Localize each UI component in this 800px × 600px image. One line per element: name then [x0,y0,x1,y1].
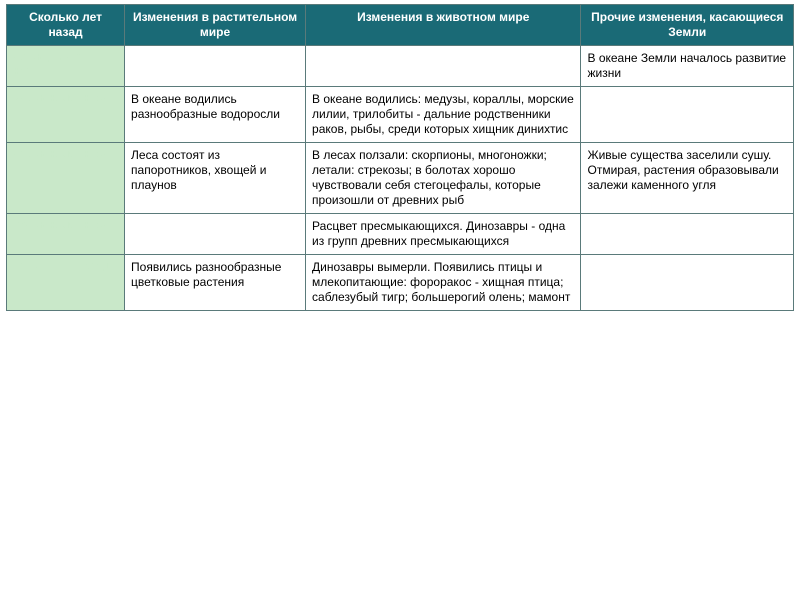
header-time: Сколько лет назад [7,5,125,46]
cell-animal: В океане водились: медузы, кораллы, морс… [306,87,581,143]
cell-plant [125,46,306,87]
cell-plant: Появились разнообразные цветковые растен… [125,255,306,311]
cell-other [581,214,794,255]
cell-animal [306,46,581,87]
table-row: 3,5 млрд. лет назад В океане Земли начал… [7,46,794,87]
header-other: Прочие изменения, касающиеся Земли [581,5,794,46]
cell-animal: В лесах ползали: скорпионы, многоножки; … [306,143,581,214]
evolution-table: Сколько лет назад Изменения в растительн… [6,4,794,311]
cell-time: 65 млн. лет назад [7,255,125,311]
cell-plant: Леса состоят из папоротников, хвощей и п… [125,143,306,214]
cell-other: В океане Земли началось развитие жизни [581,46,794,87]
cell-plant [125,214,306,255]
cell-other [581,255,794,311]
table-row: 350 млн. лет назад Леса состоят из папор… [7,143,794,214]
table-row: 500 млн. лет назад В океане водились раз… [7,87,794,143]
table-row: 225 млн. лет назад Расцвет пресмыкающихс… [7,214,794,255]
cell-other [581,87,794,143]
cell-other: Живые существа заселили сушу. Отмирая, р… [581,143,794,214]
header-row: Сколько лет назад Изменения в растительн… [7,5,794,46]
cell-time: 3,5 млрд. лет назад [7,46,125,87]
cell-time: 500 млн. лет назад [7,87,125,143]
cell-time: 225 млн. лет назад [7,214,125,255]
cell-animal: Динозавры вымерли. Появились птицы и мле… [306,255,581,311]
header-plant: Изменения в растительном мире [125,5,306,46]
cell-animal: Расцвет пресмыкающихся. Динозавры - одна… [306,214,581,255]
cell-plant: В океане водились разнообразные водоросл… [125,87,306,143]
table-row: 65 млн. лет назад Появились разнообразны… [7,255,794,311]
header-animal: Изменения в животном мире [306,5,581,46]
cell-time: 350 млн. лет назад [7,143,125,214]
